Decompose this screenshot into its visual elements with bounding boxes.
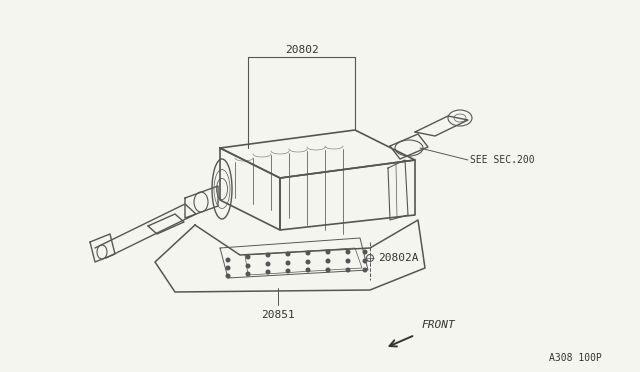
Text: 20851: 20851 (261, 310, 295, 320)
Circle shape (326, 268, 330, 272)
Circle shape (306, 260, 310, 264)
Circle shape (266, 262, 270, 266)
Circle shape (286, 269, 290, 273)
Circle shape (226, 274, 230, 278)
Circle shape (246, 264, 250, 268)
Circle shape (286, 252, 290, 256)
Circle shape (246, 272, 250, 276)
Circle shape (306, 268, 310, 272)
Circle shape (266, 253, 270, 257)
Circle shape (326, 250, 330, 254)
Circle shape (246, 255, 250, 259)
Circle shape (346, 250, 350, 254)
Circle shape (364, 250, 367, 254)
Circle shape (226, 258, 230, 262)
Text: 20802: 20802 (285, 45, 319, 55)
Circle shape (364, 259, 367, 263)
Text: A308 100P: A308 100P (548, 353, 602, 363)
Text: SEE SEC.200: SEE SEC.200 (470, 155, 534, 165)
Circle shape (346, 259, 350, 263)
Circle shape (326, 259, 330, 263)
Text: FRONT: FRONT (422, 320, 456, 330)
Circle shape (364, 268, 367, 272)
Circle shape (306, 251, 310, 255)
Circle shape (346, 268, 350, 272)
Circle shape (226, 266, 230, 270)
Text: 20802A: 20802A (378, 253, 419, 263)
Circle shape (286, 261, 290, 265)
Circle shape (266, 270, 270, 274)
